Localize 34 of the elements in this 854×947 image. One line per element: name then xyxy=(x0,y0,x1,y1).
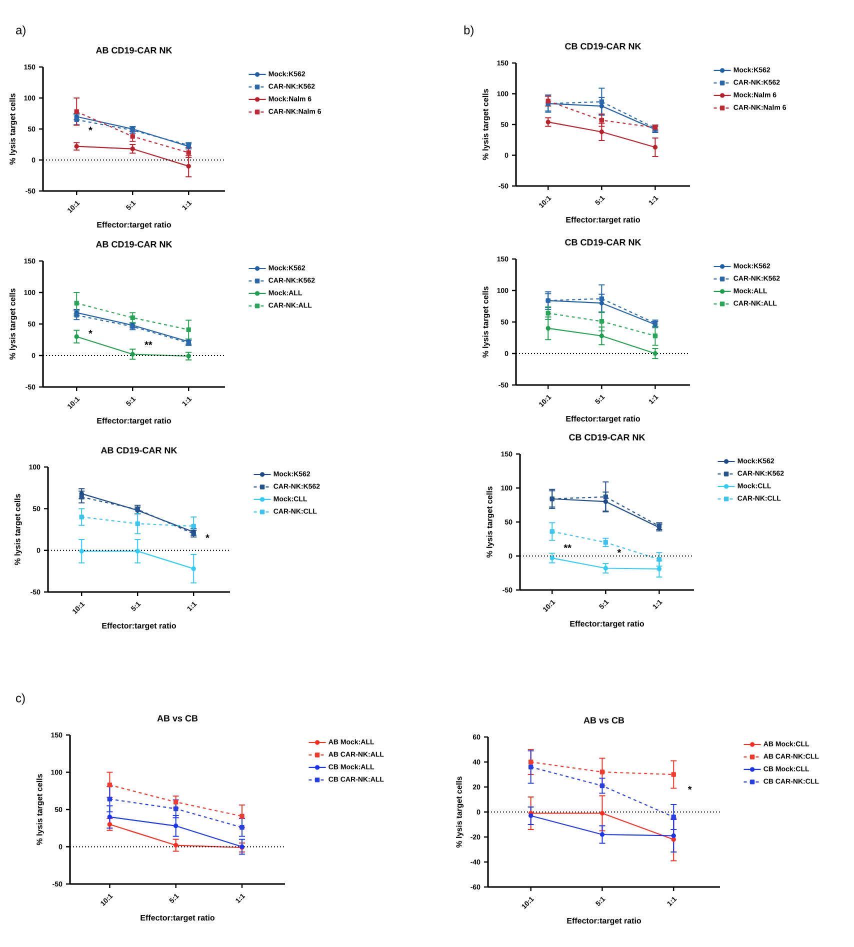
chart-title: AB vs CB xyxy=(584,717,624,724)
text: a) xyxy=(16,26,26,37)
y-axis-title: % lysis target cells xyxy=(482,286,490,358)
annotation: * xyxy=(688,786,692,790)
x-axis-title: Effector:target ratio xyxy=(567,918,642,926)
annotation: * xyxy=(617,549,622,553)
x-axis-title: Effector:target ratio xyxy=(102,622,176,630)
y-axis-title: % lysis target cells xyxy=(14,494,22,566)
chart-title: AB CD19-CAR NK xyxy=(96,47,172,54)
x-axis-title: Effector:target ratio xyxy=(566,416,640,424)
x-axis-title: Effector:target ratio xyxy=(97,222,172,230)
text: c) xyxy=(16,694,25,705)
y-axis-title: % lysis target cells xyxy=(456,776,464,848)
annotation: ** xyxy=(144,341,152,346)
annotation: * xyxy=(206,534,210,538)
y-axis-title: % lysis target cells xyxy=(486,486,494,558)
x-axis-title: Effector:target ratio xyxy=(566,216,640,224)
x-axis-title: Effector:target ratio xyxy=(97,418,172,426)
y-axis-title: % lysis target cells xyxy=(9,94,17,165)
chart-title: AB CD19-CAR NK xyxy=(100,447,178,454)
chart-title: AB CD19-CAR NK xyxy=(96,241,172,248)
chart-title: AB vs CB xyxy=(157,715,198,722)
annotation: * xyxy=(88,126,92,131)
x-axis-title: Effector:target ratio xyxy=(140,914,215,922)
y-axis-title: % lysis target cells xyxy=(36,774,44,846)
chart-title: CB CD19-CAR NK xyxy=(569,434,646,440)
y-axis-title: % lysis target cells xyxy=(482,89,490,160)
chart-title: CB CD19-CAR NK xyxy=(565,239,642,246)
x-axis-title: Effector:target ratio xyxy=(570,620,644,628)
text: b) xyxy=(464,26,474,37)
annotation: * xyxy=(88,330,92,334)
chart-title: CB CD19-CAR NK xyxy=(565,43,642,50)
y-axis-title: % lysis target cells xyxy=(9,288,17,360)
annotation: ** xyxy=(564,544,572,548)
